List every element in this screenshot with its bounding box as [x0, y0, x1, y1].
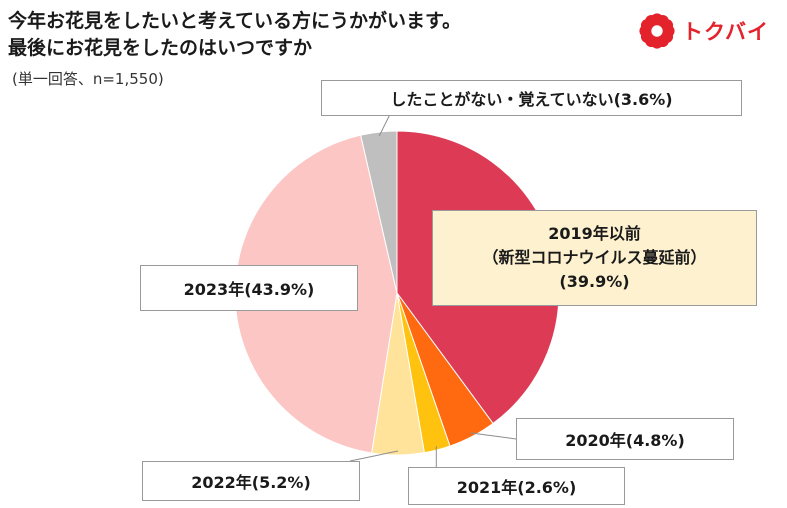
- chart-subtitle: (単一回答、n=1,550): [12, 70, 164, 88]
- pie-slice-snone: [360, 130, 398, 294]
- chart-title-line-1: 今年お花見をしたいと考えている方にうかがいます。: [8, 10, 462, 32]
- label-2020: 2020年(4.8%): [516, 418, 734, 460]
- label-no-hanami: したことがない・覚えていない(3.6%): [321, 80, 742, 116]
- brand-logo: トクバイ: [638, 12, 769, 50]
- flower-logo-icon: [639, 13, 675, 49]
- label-2023: 2023年(43.9%): [140, 265, 358, 311]
- label-2019-line-3: (39.9%): [559, 272, 630, 291]
- label-2021: 2021年(2.6%): [408, 467, 625, 505]
- label-2022: 2022年(5.2%): [142, 461, 360, 501]
- label-2019-or-earlier: 2019年以前 （新型コロナウイルス蔓延前） (39.9%): [432, 210, 757, 306]
- label-2019-line-2: （新型コロナウイルス蔓延前）: [482, 248, 707, 267]
- chart-title-line-2: 最後にお花見をしたのはいつですか: [8, 37, 313, 59]
- label-2019-line-1: 2019年以前: [548, 224, 641, 243]
- leader-line-s2020: [470, 432, 517, 440]
- leader-line-s2022: [349, 450, 399, 462]
- leader-line-snone: [378, 115, 390, 137]
- brand-name: トクバイ: [682, 20, 769, 44]
- chart-title: 今年お花見をしたいと考えている方にうかがいます。 最後にお花見をしたのはいつです…: [8, 8, 461, 62]
